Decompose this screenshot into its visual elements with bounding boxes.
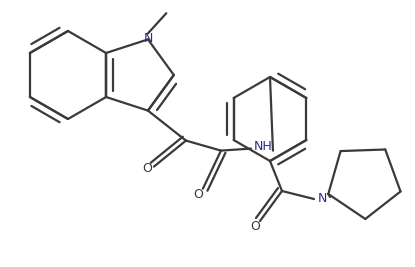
Text: N: N (317, 193, 327, 206)
Text: O: O (142, 162, 152, 175)
Text: NH: NH (254, 140, 272, 153)
Text: O: O (250, 221, 260, 234)
Text: O: O (193, 188, 203, 201)
Text: N: N (143, 32, 153, 45)
